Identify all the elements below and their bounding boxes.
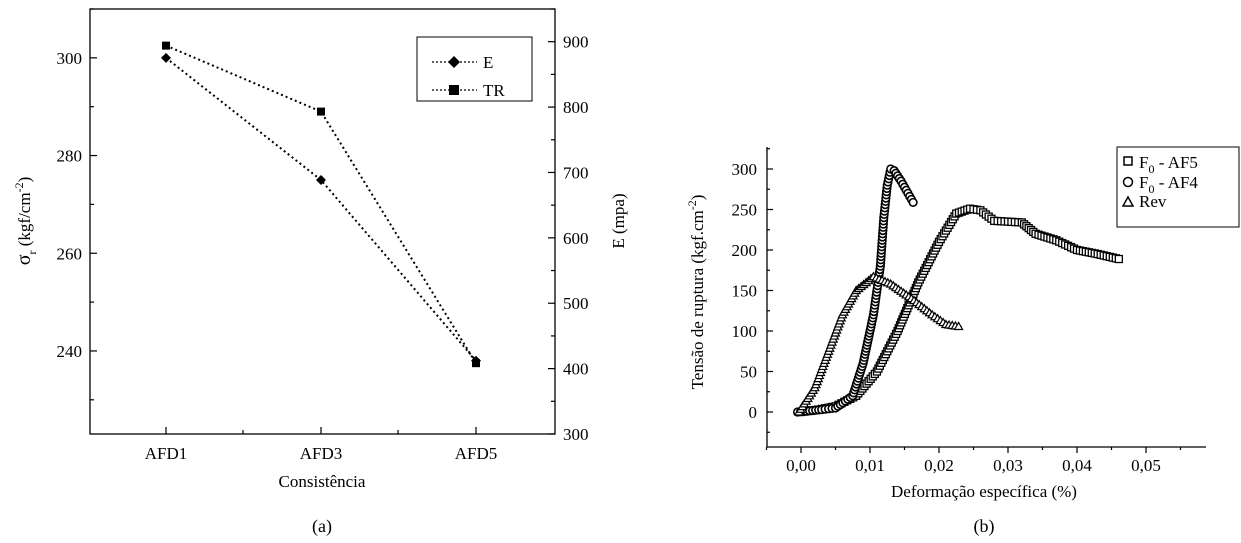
chart-b-x-tick-label: 0,03 — [993, 456, 1023, 475]
chart-b-x-tick-label: 0,02 — [924, 456, 954, 475]
chart-a-legend: E TR — [416, 36, 533, 102]
chart-a-left-axis: 240 260 280 300 — [57, 8, 97, 401]
chart-b-y-tick-label: 100 — [732, 322, 758, 341]
chart-b-y-axis: 0 50 100 150 200 250 300 — [732, 148, 773, 433]
chart-b-y-tick-label: 200 — [732, 241, 758, 260]
chart-b-y-label: Tensão de ruptura (kgf.cm-2) — [685, 195, 707, 390]
chart-a-caption: (a) — [312, 516, 332, 537]
chart-a-legend-box — [416, 36, 533, 102]
chart-b-x-label: Deformação específica (%) — [891, 482, 1077, 501]
legend-e-label: E — [483, 53, 493, 72]
chart-a-left-tick-label: 280 — [57, 147, 83, 166]
legend-rev-label: Rev — [1139, 192, 1167, 211]
chart-b-y-tick-label: 50 — [740, 363, 757, 382]
legend-tr-square-marker — [449, 85, 459, 95]
legend-e-diamond-marker — [448, 56, 460, 68]
chart-a-series — [161, 41, 481, 368]
chart-a-right-tick-label: 600 — [563, 229, 589, 248]
chart-a-right-axis: 300 400 500 600 700 800 900 — [548, 8, 589, 444]
chart-b-series-af5-line — [800, 207, 1122, 413]
chart-a-tr-point — [317, 107, 325, 116]
chart-a-frame — [89, 8, 556, 435]
chart-a-right-tick-label: 400 — [563, 360, 589, 379]
chart-a-y-right-label: E (mpa) — [609, 193, 628, 248]
legend-af4-label: F0 - AF4 — [1139, 173, 1198, 196]
chart-b-y-tick-label: 300 — [732, 160, 758, 179]
chart-a-e-point — [161, 52, 171, 63]
chart-b-legend-box — [1116, 146, 1240, 228]
legend-af4-circle-marker — [1122, 176, 1134, 188]
chart-a-left-tick-label: 260 — [57, 244, 83, 263]
chart-b-rev-point — [953, 321, 964, 331]
chart-a-x-tick-label: AFD5 — [455, 444, 498, 463]
chart-b-af4-point — [908, 197, 918, 208]
chart-b-x-axis: 0,00 0,01 0,02 0,03 0,04 0,05 — [765, 447, 1182, 475]
chart-a-series-e-line — [165, 57, 477, 362]
chart-a-left-tick-label: 240 — [57, 342, 83, 361]
chart-b-x-tick-label: 0,04 — [1062, 456, 1092, 475]
chart-b-x-tick-label: 0,00 — [786, 456, 816, 475]
chart-a-y-left-label: σr (kgf/cm-2) — [12, 177, 39, 266]
chart-a-x-tick-label: AFD1 — [145, 444, 188, 463]
chart-b-legend: F0 - AF5 F0 - AF4 Rev — [1116, 146, 1240, 228]
legend-rev-triangle-marker — [1121, 195, 1135, 207]
chart-a-right-tick-label: 900 — [563, 33, 589, 52]
chart-b-x-tick-label: 0,01 — [855, 456, 885, 475]
legend-af5-label: F0 - AF5 — [1139, 153, 1198, 176]
chart-a-x-tick-label: AFD3 — [300, 444, 343, 463]
chart-b-x-tick-label: 0,05 — [1131, 456, 1161, 475]
chart-b-series — [792, 164, 1123, 417]
legend-af5-square-marker — [1123, 156, 1133, 166]
chart-a-right-tick-label: 300 — [563, 425, 589, 444]
chart-b-caption: (b) — [974, 516, 995, 537]
chart-a-right-tick-label: 700 — [563, 163, 589, 182]
chart-b-y-tick-label: 0 — [749, 403, 758, 422]
chart-a-tr-point — [472, 359, 480, 368]
chart-a-left-tick-label: 300 — [57, 49, 83, 68]
chart-b-af5-point — [1114, 254, 1123, 264]
chart-b-y-tick-label: 250 — [732, 201, 758, 220]
chart-b-y-tick-label: 150 — [732, 282, 758, 301]
chart-a-series-tr-line — [165, 44, 477, 364]
chart-a-e-point — [316, 174, 326, 185]
chart-a-right-tick-label: 800 — [563, 98, 589, 117]
chart-a-tr-point — [162, 41, 170, 50]
chart-a-x-label: Consistência — [279, 472, 366, 491]
chart-a-x-axis: AFD1 AFD3 AFD5 — [145, 427, 498, 463]
chart-a-right-tick-label: 500 — [563, 294, 589, 313]
legend-tr-label: TR — [483, 81, 505, 100]
